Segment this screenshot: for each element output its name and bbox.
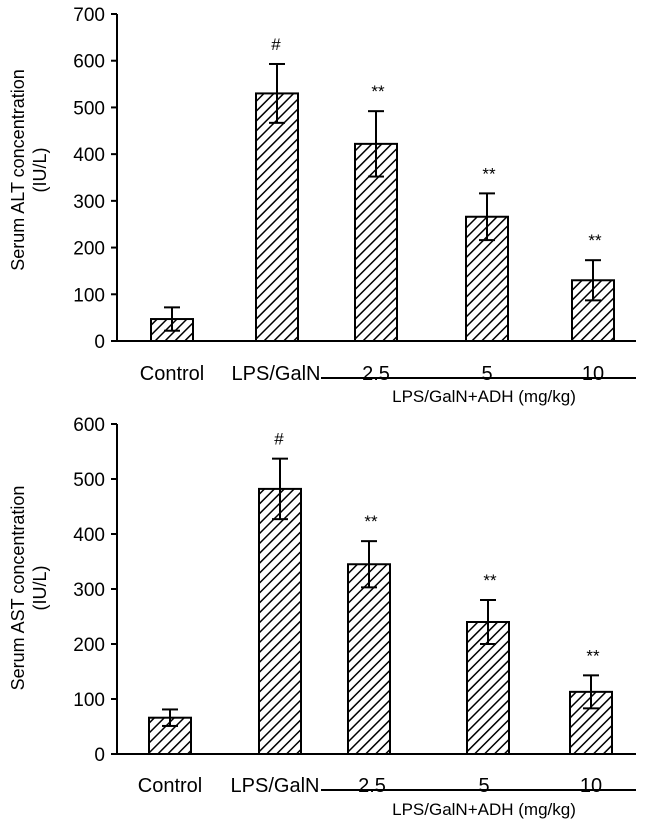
ast-category-label: 10 xyxy=(580,775,602,797)
alt-significance-mark: ** xyxy=(588,231,602,250)
alt-group-label: LPS/GalN+ADH (mg/kg) xyxy=(392,387,576,406)
alt-y-tick-label: 700 xyxy=(73,5,105,26)
alt-significance-mark: # xyxy=(271,35,281,54)
alt-category-label: Control xyxy=(140,363,204,385)
alt-panel: Serum ALT concentration (IU/L) 0 100 200 30… xyxy=(8,5,636,406)
ast-category-label: 5 xyxy=(478,775,489,797)
alt-y-tick-label: 0 xyxy=(94,332,105,353)
ast-category-label: Control xyxy=(138,775,202,797)
alt-y-axis-title-line1: Serum ALT concentration xyxy=(8,69,28,270)
ast-y-axis-title-line1: Serum AST concentration xyxy=(8,486,28,691)
ast-y-tick-label: 300 xyxy=(73,580,105,601)
ast-bar xyxy=(258,487,302,755)
ast-significance-mark: ** xyxy=(586,646,600,665)
ast-group-label: LPS/GalN+ADH (mg/kg) xyxy=(392,800,576,819)
ast-y-tick-label: 200 xyxy=(73,635,105,656)
alt-significance-mark: ** xyxy=(482,164,496,183)
ast-y-tick-label: 600 xyxy=(73,415,105,436)
ast-significance-mark: ** xyxy=(483,571,497,590)
ast-bar xyxy=(347,563,391,755)
ast-plot-area: 0 100 200 300 400 500 600 # ** ** ** Control LPS/Gal… xyxy=(73,415,636,797)
ast-y-tick-label: 400 xyxy=(73,525,105,546)
alt-y-tick-label: 100 xyxy=(73,285,105,306)
alt-plot-area: 0 100 200 300 400 500 600 700 # ** ** ** Control LPS/… xyxy=(73,5,636,385)
ast-y-tick-label: 100 xyxy=(73,690,105,711)
ast-significance-mark: ** xyxy=(364,512,378,531)
alt-y-tick-label: 300 xyxy=(73,192,105,213)
alt-significance-mark: ** xyxy=(371,82,385,101)
ast-category-label: 2.5 xyxy=(358,775,386,797)
ast-significance-mark: # xyxy=(274,430,284,449)
ast-y-tick-label: 0 xyxy=(94,745,105,766)
ast-category-label: LPS/GalN xyxy=(231,775,320,797)
ast-y-tick-label: 500 xyxy=(73,470,105,491)
alt-y-tick-label: 400 xyxy=(73,145,105,166)
alt-y-axis-title-line2: (IU/L) xyxy=(30,148,50,193)
alt-category-label: 10 xyxy=(582,363,604,385)
alt-y-tick-label: 600 xyxy=(73,52,105,73)
alt-y-tick-label: 500 xyxy=(73,98,105,119)
alt-bar xyxy=(255,92,299,342)
alt-category-label: 2.5 xyxy=(362,363,390,385)
alt-y-tick-label: 200 xyxy=(73,239,105,260)
ast-y-axis-title-line2: (IU/L) xyxy=(30,566,50,611)
alt-category-label: LPS/GalN xyxy=(232,363,321,385)
ast-panel: Serum AST concentration (IU/L) 0 100 200 30… xyxy=(8,415,636,819)
alt-category-label: 5 xyxy=(481,363,492,385)
